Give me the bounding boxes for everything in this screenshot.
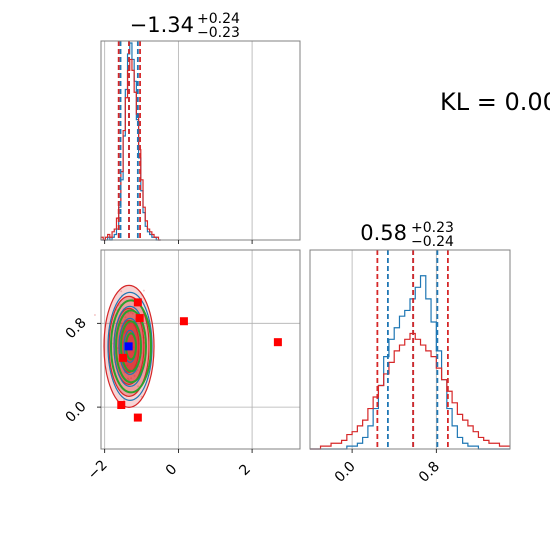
sample-point <box>116 347 119 350</box>
sample-point <box>120 322 123 325</box>
scatter-panel <box>93 249 301 453</box>
param2-y-tick-label: 0.8 <box>63 315 90 342</box>
sample-point <box>131 312 134 315</box>
axes-frame <box>309 249 511 450</box>
scatter-marker <box>117 401 126 410</box>
sample-point <box>138 365 141 368</box>
param2-title: 0.58 <box>360 221 407 245</box>
sample-point <box>129 311 132 314</box>
param1-title: −1.34 <box>130 13 194 37</box>
param1-title-minus: −0.23 <box>197 25 240 41</box>
scatter-marker <box>179 317 188 326</box>
density-contour-green <box>110 299 153 394</box>
histogram-series-blue <box>101 42 161 241</box>
axes-frame <box>100 249 301 450</box>
param2-x-tick-label: 0.8 <box>416 459 443 486</box>
histogram-param1 <box>100 40 301 244</box>
param1-tick-label: 2 <box>236 461 254 479</box>
truth-marker <box>124 342 133 351</box>
param1-tick-label: 0 <box>163 461 181 479</box>
sample-point <box>136 368 139 371</box>
sample-point <box>93 313 96 316</box>
sample-point <box>130 377 133 380</box>
histogram-series-blue <box>310 275 510 450</box>
param2-title-plus: +0.23 <box>411 220 454 236</box>
scatter-marker <box>135 314 144 323</box>
scatter-marker <box>133 298 142 307</box>
param2-y-tick-label: 0.0 <box>63 399 90 426</box>
sample-point <box>123 399 126 402</box>
histogram-series-red <box>310 332 510 450</box>
param2-x-tick-label: 0.0 <box>332 459 359 486</box>
histogram-param2 <box>309 249 511 453</box>
sample-point <box>142 289 145 292</box>
sample-point <box>137 385 140 388</box>
sample-point <box>133 374 136 377</box>
param1-title-plus: +0.24 <box>197 11 240 27</box>
param2-title-minus: −0.24 <box>411 234 454 250</box>
axes-frame <box>100 40 301 241</box>
histogram-series-red <box>100 58 161 241</box>
sample-point <box>127 379 130 382</box>
param1-tick-label: −2 <box>85 457 111 483</box>
sample-point <box>120 290 123 293</box>
scatter-marker <box>273 338 282 347</box>
sample-point <box>124 316 127 319</box>
sample-point <box>131 297 134 300</box>
density-contour-green <box>120 320 143 373</box>
density-contour-green <box>115 309 148 384</box>
sample-point <box>127 311 130 314</box>
sample-point <box>126 377 129 380</box>
scatter-marker <box>133 413 142 422</box>
scatter-marker <box>119 353 128 362</box>
kl-annotation: KL = 0.00 <box>440 88 550 116</box>
